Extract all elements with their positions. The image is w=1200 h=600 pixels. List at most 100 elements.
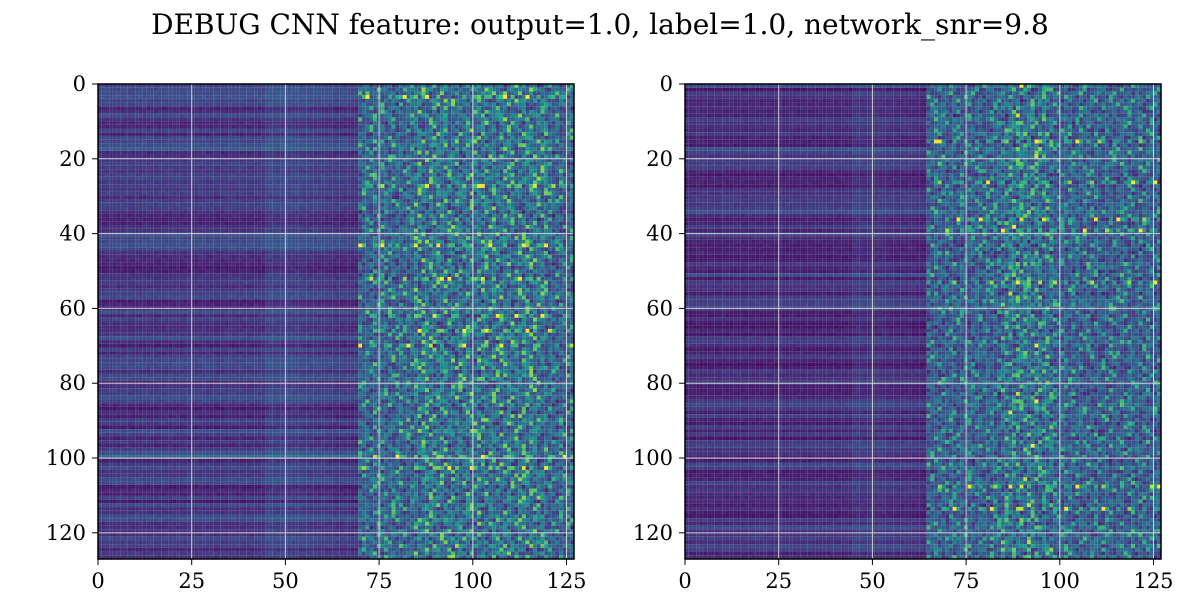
heatmap-cell: [496, 210, 500, 214]
heatmap-cell: [131, 121, 135, 125]
heatmap-cell: [176, 206, 180, 210]
heatmap-cell: [113, 210, 117, 214]
heatmap-cell: [500, 184, 504, 188]
heatmap-cell: [150, 173, 154, 177]
heatmap-cell: [381, 99, 385, 103]
heatmap-cell: [496, 114, 500, 118]
heatmap-cell: [373, 199, 377, 203]
heatmap-cell: [555, 91, 559, 95]
heatmap-cell: [128, 155, 132, 159]
heatmap-cell: [325, 192, 329, 196]
heatmap-cell: [474, 103, 478, 107]
heatmap-cell: [403, 206, 407, 210]
heatmap-cell: [462, 129, 466, 133]
heatmap-cell: [265, 177, 269, 181]
heatmap-cell: [422, 199, 426, 203]
heatmap-cell: [310, 177, 314, 181]
heatmap-cell: [329, 169, 333, 173]
heatmap-cell: [213, 192, 217, 196]
heatmap-cell: [340, 121, 344, 125]
heatmap-cell: [373, 140, 377, 144]
heatmap-cell: [433, 155, 437, 159]
heatmap-cell: [474, 136, 478, 140]
heatmap-cell: [288, 143, 292, 147]
heatmap-cell: [180, 106, 184, 110]
heatmap-cell: [548, 184, 552, 188]
heatmap-cell: [522, 125, 526, 129]
heatmap-cell: [559, 169, 563, 173]
heatmap-cell: [369, 188, 373, 192]
heatmap-cell: [548, 162, 552, 166]
heatmap-cell: [139, 103, 143, 107]
heatmap-cell: [366, 95, 370, 99]
heatmap-cell: [247, 95, 251, 99]
heatmap-cell: [239, 121, 243, 125]
heatmap-cell: [161, 143, 165, 147]
heatmap-cell: [340, 147, 344, 151]
heatmap-cell: [559, 110, 563, 114]
heatmap-cell: [221, 166, 225, 170]
heatmap-cell: [399, 210, 403, 214]
heatmap-cell: [388, 136, 392, 140]
heatmap-cell: [299, 184, 303, 188]
heatmap-cell: [362, 129, 366, 133]
heatmap-cell: [451, 143, 455, 147]
heatmap-cell: [269, 151, 273, 155]
heatmap-cell: [243, 192, 247, 196]
heatmap-cell: [529, 177, 533, 181]
heatmap-cell: [503, 99, 507, 103]
heatmap-cell: [336, 117, 340, 121]
heatmap-cell: [161, 129, 165, 133]
heatmap-cell: [206, 162, 210, 166]
heatmap-cell: [433, 121, 437, 125]
heatmap-cell: [158, 199, 162, 203]
heatmap-cell: [299, 91, 303, 95]
heatmap-cell: [288, 99, 292, 103]
heatmap-cell: [176, 95, 180, 99]
heatmap-cell: [262, 162, 266, 166]
heatmap-cell: [555, 99, 559, 103]
heatmap-cell: [109, 99, 113, 103]
heatmap-cell: [343, 210, 347, 214]
heatmap-cell: [217, 188, 221, 192]
heatmap-cell: [236, 173, 240, 177]
heatmap-cell: [451, 140, 455, 144]
heatmap-cell: [392, 184, 396, 188]
heatmap-cell: [537, 166, 541, 170]
heatmap-cell: [496, 166, 500, 170]
heatmap-cell: [511, 143, 515, 147]
heatmap-cell: [455, 106, 459, 110]
heatmap-cell: [202, 203, 206, 207]
heatmap-cell: [474, 203, 478, 207]
heatmap-cell: [529, 195, 533, 199]
heatmap-cell: [154, 110, 158, 114]
heatmap-cell: [303, 173, 307, 177]
heatmap-cell: [485, 177, 489, 181]
heatmap-cell: [425, 203, 429, 207]
heatmap-cell: [429, 169, 433, 173]
heatmap-cell: [317, 177, 321, 181]
heatmap-cell: [537, 192, 541, 196]
heatmap-cell: [262, 88, 266, 92]
heatmap-cell: [392, 129, 396, 133]
heatmap-cell: [455, 151, 459, 155]
heatmap-cell: [317, 166, 321, 170]
heatmap-cell: [165, 140, 169, 144]
heatmap-cell: [172, 195, 176, 199]
heatmap-cell: [113, 206, 117, 210]
heatmap-cell: [507, 195, 511, 199]
heatmap-cell: [273, 129, 277, 133]
heatmap-cell: [559, 117, 563, 121]
heatmap-cell: [555, 206, 559, 210]
heatmap-cell: [422, 169, 426, 173]
heatmap-cell: [250, 188, 254, 192]
heatmap-cell: [273, 169, 277, 173]
heatmap-cell: [124, 117, 128, 121]
heatmap-cell: [485, 140, 489, 144]
heatmap-cell: [541, 173, 545, 177]
heatmap-cell: [500, 91, 504, 95]
heatmap-cell: [239, 147, 243, 151]
heatmap-cell: [295, 184, 299, 188]
heatmap-cell: [396, 129, 400, 133]
heatmap-cell: [102, 95, 106, 99]
